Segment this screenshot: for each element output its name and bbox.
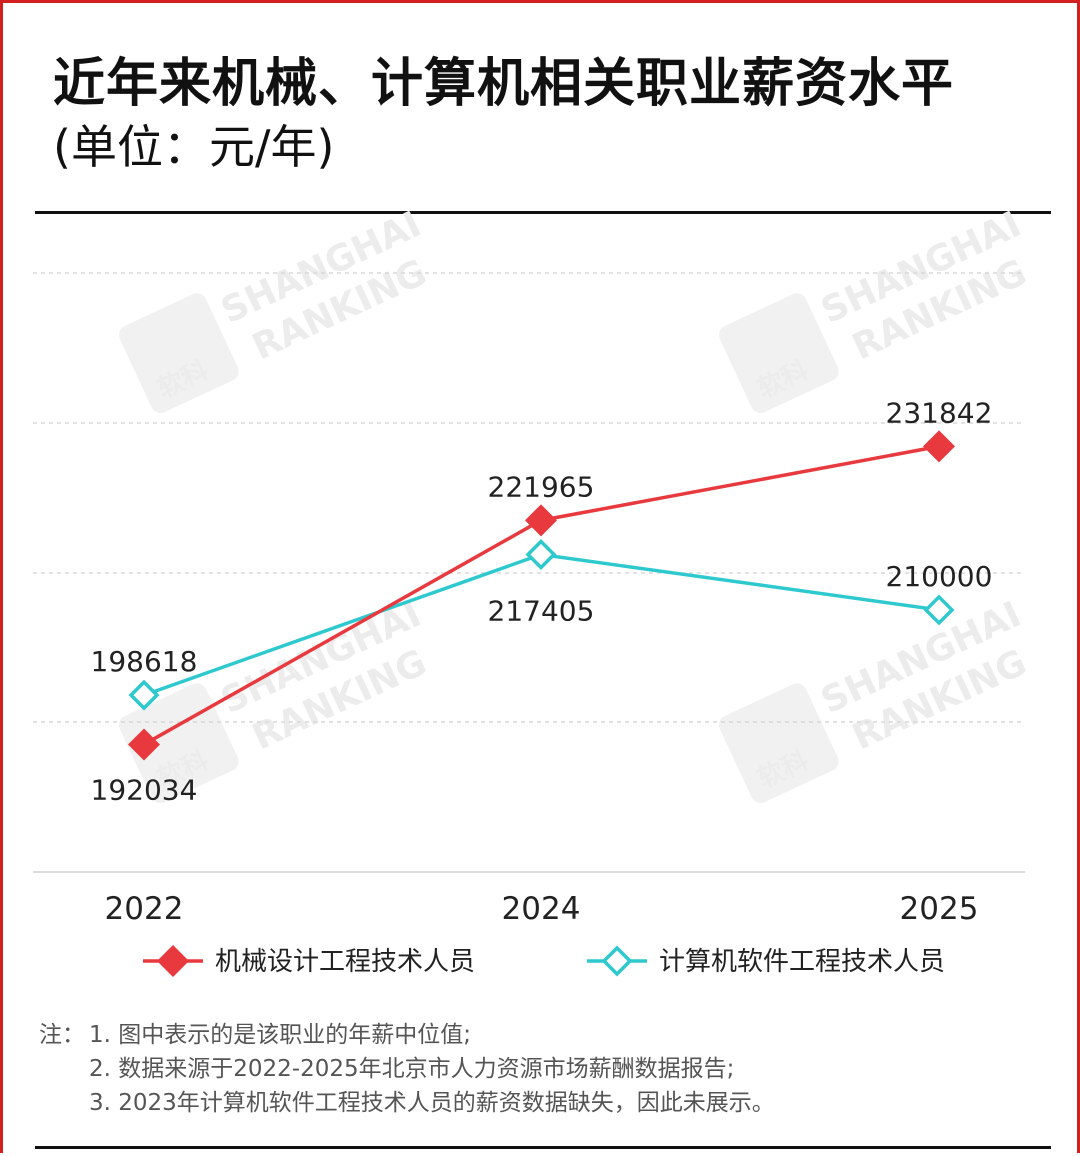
data-label: 198618 bbox=[91, 645, 198, 678]
footnote-row: 3. 2023年计算机软件工程技术人员的薪资数据缺失，因此未展示。 bbox=[39, 1086, 775, 1120]
bottom-divider bbox=[35, 1146, 1051, 1149]
legend-marker bbox=[601, 945, 633, 977]
footnote-prefix: 注： bbox=[39, 1022, 85, 1048]
legend-marker bbox=[157, 945, 189, 977]
x-tick-label: 2024 bbox=[502, 891, 581, 927]
page-subtitle: (单位：元/年) bbox=[53, 120, 335, 174]
data-label: 231842 bbox=[886, 396, 993, 429]
footnote-row: 注： 1. 图中表示的是该职业的年薪中位值; bbox=[39, 1018, 775, 1052]
legend-label: 计算机软件工程技术人员 bbox=[659, 947, 945, 977]
series-markers bbox=[128, 430, 955, 761]
chart-legend: 机械设计工程技术人员 计算机软件工程技术人员 bbox=[143, 945, 945, 977]
watermark-logo bbox=[718, 683, 839, 803]
legend-item: 计算机软件工程技术人员 bbox=[587, 945, 945, 977]
data-labels: 192034 221965 231842 198618 217405 210000 bbox=[91, 396, 993, 806]
data-point-marker bbox=[923, 430, 955, 463]
data-label: 217405 bbox=[488, 594, 595, 627]
watermark-logo bbox=[118, 293, 239, 413]
gridlines bbox=[33, 272, 1025, 873]
footnotes: 注： 1. 图中表示的是该职业的年薪中位值; 2. 数据来源于2022-2025… bbox=[39, 1018, 775, 1120]
data-label: 210000 bbox=[886, 560, 993, 593]
top-divider bbox=[35, 211, 1051, 214]
watermark-logo bbox=[118, 683, 239, 803]
legend-item: 机械设计工程技术人员 bbox=[143, 945, 475, 977]
data-label: 192034 bbox=[91, 773, 198, 806]
data-point-marker bbox=[128, 679, 160, 711]
footnote-item: 2. 数据来源于2022-2025年北京市人力资源市场薪酬数据报告; bbox=[89, 1056, 735, 1082]
footnote-row: 2. 数据来源于2022-2025年北京市人力资源市场薪酬数据报告; bbox=[39, 1052, 775, 1086]
x-tick-label: 2022 bbox=[105, 891, 184, 927]
footnote-item: 3. 2023年计算机软件工程技术人员的薪资数据缺失，因此未展示。 bbox=[89, 1090, 775, 1116]
data-point-marker bbox=[128, 728, 160, 761]
footnote-item: 1. 图中表示的是该职业的年薪中位值; bbox=[89, 1022, 472, 1048]
data-point-marker bbox=[525, 504, 557, 537]
data-label: 221965 bbox=[488, 470, 595, 503]
page-title: 近年来机械、计算机相关职业薪资水平 bbox=[53, 54, 955, 114]
legend-label: 机械设计工程技术人员 bbox=[215, 947, 475, 977]
watermark-logo bbox=[718, 293, 839, 413]
data-point-marker bbox=[525, 539, 557, 570]
data-point-marker bbox=[923, 594, 955, 626]
x-tick-label: 2025 bbox=[900, 891, 979, 927]
x-axis: 2022 2024 2025 bbox=[105, 891, 979, 927]
